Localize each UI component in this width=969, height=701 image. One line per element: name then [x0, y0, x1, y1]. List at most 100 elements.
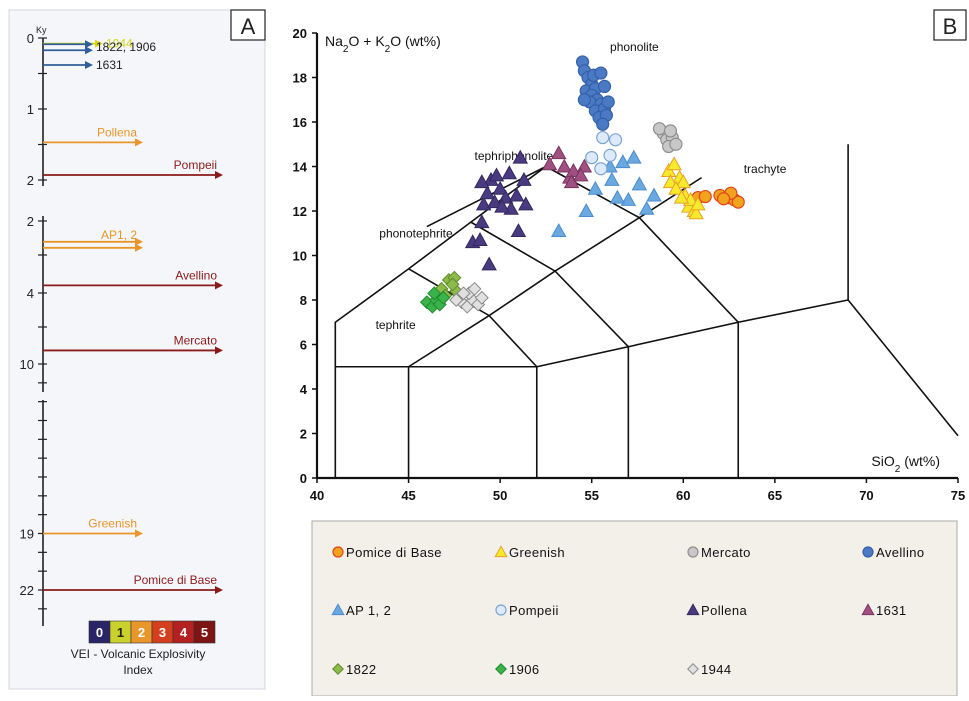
data-point — [467, 281, 482, 296]
timeline-tick-label: 10 — [20, 357, 34, 372]
x-tick-label: 65 — [768, 488, 782, 503]
legend-label: Avellino — [876, 545, 925, 560]
data-point — [594, 162, 608, 176]
vei-swatch — [193, 620, 216, 644]
vei-caption-line1: VEI - Volcanic Explosivity — [71, 647, 206, 661]
data-point — [572, 167, 589, 182]
legend-marker — [686, 603, 700, 616]
timeline-tick-label: 2 — [27, 214, 34, 229]
data-point — [550, 145, 567, 160]
data-point — [449, 292, 464, 308]
timeline-tick-label: 19 — [20, 527, 34, 542]
eruption-arrow-head — [135, 243, 143, 252]
eruption-arrow-head — [215, 171, 223, 180]
tas-scatter-chart: B 0 2 4 6 8 10 12 14 16 18 20 40 45 50 55 60 65 70 75 Na2O +… — [293, 9, 967, 697]
field-label-tephriphonolite: tephriphonolite — [475, 149, 554, 163]
x-tick-label: 40 — [310, 488, 324, 503]
data-point — [556, 158, 572, 173]
data-point — [472, 231, 488, 246]
data-point — [474, 214, 490, 229]
legend-marker — [687, 663, 699, 675]
eruption-event-1631: 1631 — [43, 58, 123, 72]
eruption-arrow-head — [135, 237, 143, 246]
data-point — [609, 189, 626, 204]
legend-marker — [687, 546, 699, 558]
tas-field-boundary — [335, 365, 410, 478]
data-point — [587, 180, 604, 195]
legend-marker — [495, 663, 507, 675]
field-label-trachyte: trachyte — [744, 162, 787, 176]
eruption-event-ap1-2: AP1, 2 — [43, 228, 143, 252]
eruption-arrow-head — [135, 529, 143, 538]
data-point — [698, 189, 712, 204]
data-point — [585, 151, 599, 165]
legend-label: Mercato — [701, 545, 751, 560]
data-point — [673, 189, 690, 204]
data-point — [652, 122, 667, 136]
y-tick-label: 2 — [300, 427, 307, 442]
data-point — [604, 171, 620, 186]
eruption-arrow-head — [85, 46, 93, 55]
y-tick-label: 0 — [300, 471, 307, 486]
series-greenish — [660, 156, 706, 220]
timeline-tick-label: 2 — [27, 173, 34, 188]
data-point — [492, 180, 508, 195]
vei-swatch-label: 2 — [138, 625, 145, 640]
data-point — [456, 286, 471, 301]
data-point — [501, 165, 518, 180]
data-point — [445, 277, 460, 292]
data-point — [596, 130, 610, 145]
eruption-event-1822-1906: 1822, 1906 — [43, 40, 156, 55]
data-point — [516, 171, 532, 186]
eruption-event-pompeii: Pompeii — [43, 158, 223, 180]
eruption-label: 1944 — [106, 37, 133, 51]
data-point — [597, 79, 612, 94]
x-tick-label: 50 — [493, 488, 507, 503]
legend-marker — [862, 546, 874, 558]
data-point — [474, 174, 490, 189]
data-point — [669, 137, 683, 151]
vei-swatch-label: 5 — [201, 625, 208, 640]
tas-field-boundary — [408, 268, 538, 368]
series-avellino — [575, 55, 615, 131]
y-tick-label: 12 — [293, 204, 307, 219]
data-point — [626, 149, 642, 164]
vei-swatch-label: 3 — [159, 625, 166, 640]
data-point — [508, 187, 525, 202]
timeline-tick-label: 22 — [20, 583, 34, 598]
eruption-arrow-head — [85, 40, 93, 49]
eruption-label: 1822, 1906 — [96, 40, 156, 54]
data-point — [608, 133, 623, 147]
x-tick-label: 55 — [584, 488, 598, 503]
axis-unit-label: Ky — [36, 25, 47, 35]
data-point — [663, 124, 678, 138]
data-point — [481, 256, 497, 271]
data-point — [716, 192, 731, 206]
y-tick-label: 10 — [293, 249, 307, 264]
data-point — [631, 176, 648, 191]
legend-label: AP 1, 2 — [346, 603, 391, 618]
timeline-tick-label: 1 — [27, 102, 34, 117]
data-point — [474, 290, 489, 305]
data-point — [512, 149, 529, 164]
legend-marker — [494, 545, 508, 558]
legend-marker — [861, 603, 875, 616]
y-tick-label: 16 — [293, 115, 307, 130]
eruption-label: Greenish — [88, 517, 137, 531]
data-point — [475, 196, 492, 211]
data-point — [603, 148, 617, 162]
data-point — [620, 191, 637, 206]
series-1631 — [541, 145, 593, 189]
tas-field-boundary — [536, 345, 630, 478]
eruption-event-pollena: Pollena — [43, 125, 143, 147]
data-point — [565, 163, 582, 177]
field-label-tephrite: tephrite — [376, 318, 416, 332]
field-label-phonolite: phonolite — [610, 40, 659, 54]
x-axis-label: SiO2 (wt%) — [871, 453, 940, 475]
legend-label: Pomice di Base — [346, 545, 442, 560]
y-axis-label: Na2O + K2O (wt%) — [325, 33, 441, 55]
timeline-panel: A Ky 0 1 2 2 4 10 19 22 1944 1822, 1906 1631 Pollena P… — [0, 0, 270, 696]
data-point — [675, 174, 692, 189]
legend-marker — [495, 604, 507, 616]
